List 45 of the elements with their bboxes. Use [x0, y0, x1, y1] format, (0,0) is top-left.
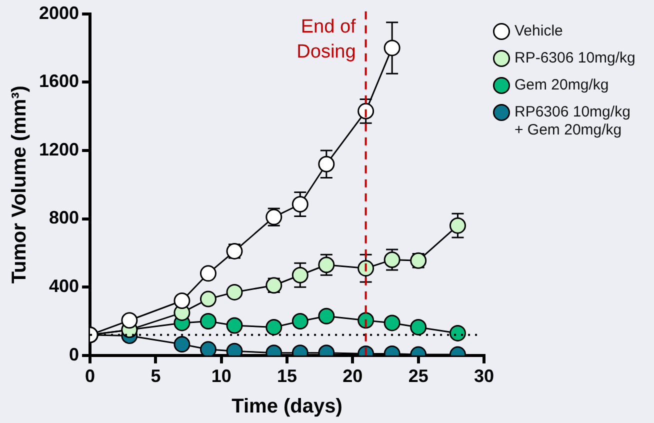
x-tick-label: 15 [277, 366, 298, 386]
point [174, 336, 190, 353]
x-tick-label: 30 [474, 366, 494, 386]
point [174, 292, 190, 309]
point [384, 40, 400, 56]
point [358, 260, 374, 277]
point [384, 314, 400, 332]
point [358, 312, 374, 329]
legend-label: RP-6306 10mg/kg [514, 50, 636, 67]
x-tick-label: 20 [342, 366, 363, 386]
x-tick-label: 10 [211, 366, 232, 386]
x-tick-label: 25 [408, 366, 428, 386]
point [410, 318, 427, 336]
legend-label: Gem 20mg/kg [514, 76, 609, 94]
point [292, 196, 308, 212]
y-tick-label: 1600 [38, 71, 80, 92]
x-axis-title: Time (days) [232, 396, 342, 418]
point [292, 266, 308, 284]
point [318, 156, 335, 172]
point [449, 217, 466, 234]
y-tick-label: 400 [48, 276, 80, 296]
point [358, 102, 374, 120]
point [318, 256, 335, 274]
y-tick-label: 2000 [38, 2, 80, 23]
legend-label: RP6306 10mg/kg + Gem 20mg/kg [514, 104, 630, 139]
point [384, 252, 400, 268]
point [226, 317, 243, 334]
point [292, 312, 308, 330]
y-tick-label: 0 [69, 344, 80, 364]
y-tick-label: 1200 [38, 139, 80, 160]
point [200, 341, 216, 356]
x-tick-label: 0 [85, 366, 96, 386]
legend-label: Vehicle [514, 22, 563, 40]
y-tick-label: 800 [48, 208, 80, 228]
point [226, 284, 243, 300]
point [200, 290, 216, 308]
point [266, 318, 282, 336]
x-tick-label: 5 [150, 366, 161, 386]
point [200, 312, 216, 330]
ref-line-label: End of Dosing [296, 16, 357, 63]
point [318, 308, 335, 324]
point [121, 312, 138, 329]
point [200, 265, 216, 282]
point [449, 324, 466, 342]
y-axis-title: Tumor Volume (mm³) [8, 86, 31, 284]
